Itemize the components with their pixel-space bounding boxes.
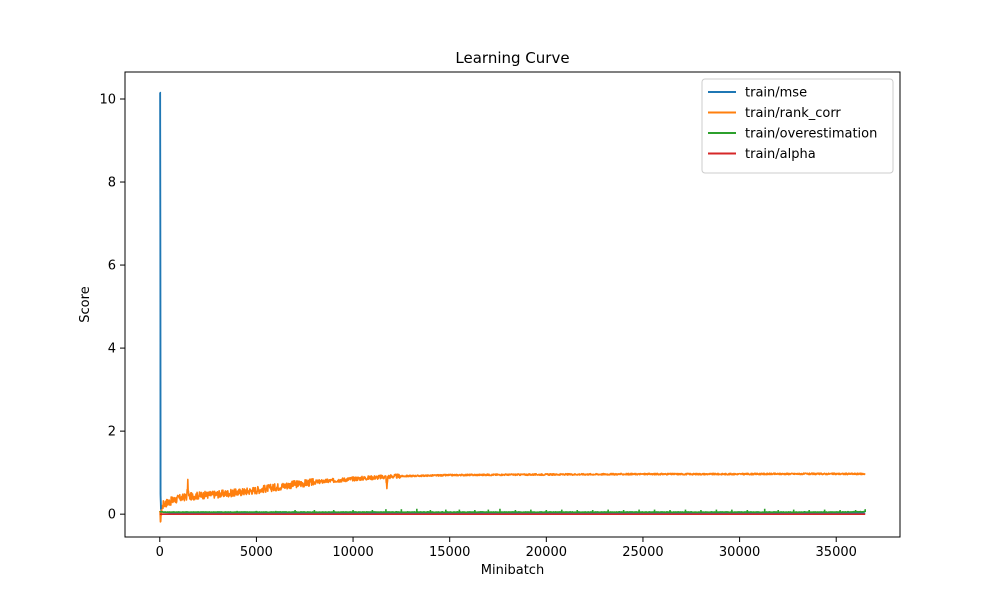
legend-entry: train/rank_corr [708,106,841,121]
x-axis-ticks: 0 5000 10000 15000 20000 25000 30000 35000 [156,537,857,560]
legend-label: train/mse [745,86,807,101]
series-layer [159,91,867,523]
legend-label: train/overestimation [745,127,877,142]
series-line [159,472,866,523]
series-line [159,91,162,510]
series-train-rank-corr [159,472,866,523]
y-tick-label: 10 [99,92,116,107]
x-tick-label: 35000 [816,545,857,560]
legend-box [701,78,894,174]
chart-title: Learning Curve [455,49,569,67]
plot-frame [124,71,901,538]
x-tick-label: 10000 [332,545,373,560]
y-tick-label: 8 [108,176,116,191]
x-tick-label: 5000 [240,545,273,560]
legend-entry: train/overestimation [708,127,877,142]
series-train-overestimation [159,508,867,514]
y-tick-label: 0 [108,508,116,523]
y-tick-label: 6 [108,259,116,274]
x-tick-label: 15000 [429,545,470,560]
legend-entry: train/mse [708,86,807,101]
legend: train/mse train/rank_corr train/overestima… [701,78,894,174]
series-train-mse-overlay [159,91,162,510]
x-axis-label: Minibatch [481,563,544,578]
x-tick-label: 25000 [622,545,663,560]
legend-label: train/alpha [745,147,816,162]
x-tick-label: 20000 [526,545,567,560]
x-tick-label: 30000 [719,545,760,560]
y-axis-ticks: 0 2 4 6 8 10 [99,92,125,523]
series-line [159,510,866,514]
x-tick-label: 0 [156,545,164,560]
legend-entry: train/alpha [708,147,816,162]
y-axis-label: Score [78,286,93,322]
y-tick-label: 4 [108,342,116,357]
legend-label: train/rank_corr [745,106,841,121]
y-tick-label: 2 [108,425,116,440]
